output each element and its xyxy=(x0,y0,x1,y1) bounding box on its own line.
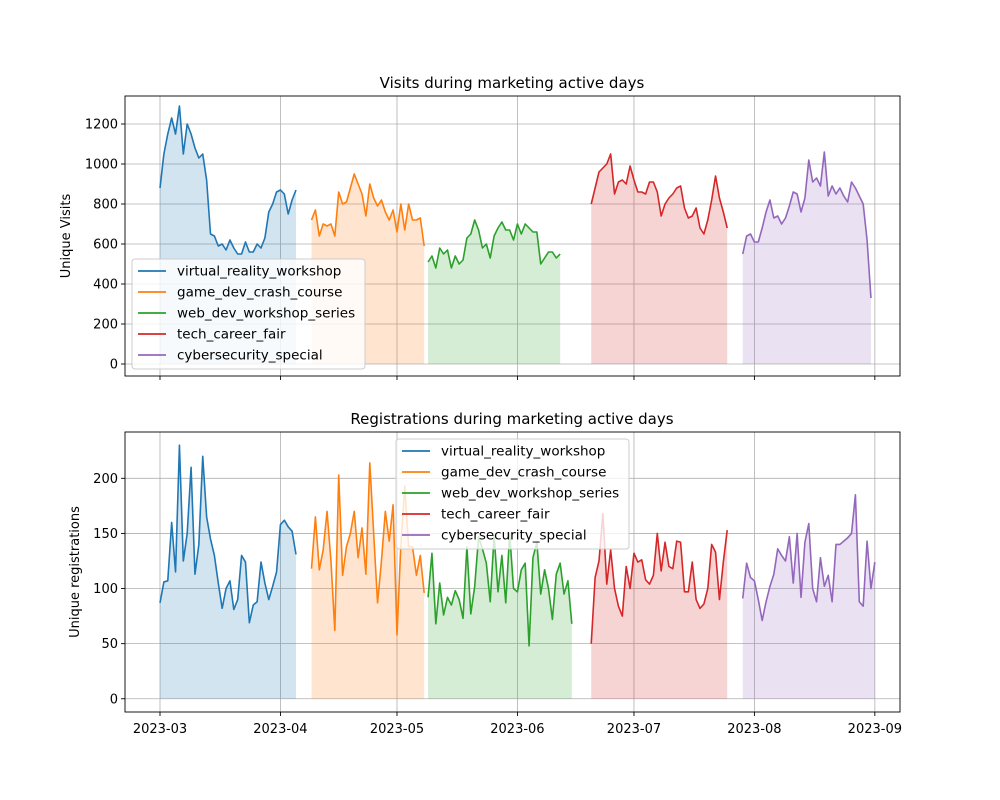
registrations-chart: Registrations during marketing active da… xyxy=(68,410,902,737)
y-tick-label: 400 xyxy=(93,278,118,293)
series-area-web_dev_workshop_series xyxy=(428,533,572,699)
series-line-web_dev_workshop_series xyxy=(427,532,573,647)
legend-label-virtual_reality_workshop: virtual_reality_workshop xyxy=(177,264,341,280)
series-area-tech_career_fair xyxy=(591,513,728,699)
y-tick-label: 100 xyxy=(93,582,118,597)
visits-x-axis xyxy=(159,376,876,380)
legend-label-tech_career_fair: tech_career_fair xyxy=(177,327,286,343)
series-area-virtual_reality_workshop xyxy=(160,445,296,699)
series-line-game_dev_crash_course xyxy=(310,173,425,247)
registrations-y-axis-label: Unique registrations xyxy=(68,506,83,638)
y-tick-label: 200 xyxy=(93,318,118,333)
y-tick-label: 200 xyxy=(93,472,118,487)
y-tick-label: 150 xyxy=(93,527,118,542)
series-area-game_dev_crash_course xyxy=(311,462,425,699)
x-tick-label: 2023-06 xyxy=(490,722,544,737)
x-tick-label: 2023-03 xyxy=(133,722,187,737)
legend-box xyxy=(131,258,366,370)
registrations-y-axis: 0 50 100 150 200 xyxy=(93,472,125,707)
x-tick-label: 2023-04 xyxy=(253,722,307,737)
legend-label-web_dev_workshop_series: web_dev_workshop_series xyxy=(441,486,619,502)
registrations-axes-frame xyxy=(124,431,901,713)
y-tick-label: 0 xyxy=(110,358,118,373)
visits-chart: Visits during marketing active days Uniq… xyxy=(59,74,901,380)
series-area-cybersecurity_special xyxy=(742,152,871,364)
legend-label-tech_career_fair: tech_career_fair xyxy=(441,507,550,523)
series-line-virtual_reality_workshop xyxy=(159,444,297,624)
series-line-web_dev_workshop_series xyxy=(427,219,561,269)
legend-label-game_dev_crash_course: game_dev_crash_course xyxy=(177,285,342,301)
series-line-virtual_reality_workshop xyxy=(159,105,297,255)
registrations-legend: virtual_reality_workshop game_dev_crash_c… xyxy=(395,438,630,550)
series-area-tech_career_fair xyxy=(591,154,728,364)
visits-y-axis: 0 200 400 600 800 1000 1200 xyxy=(85,118,125,373)
series-line-cybersecurity_special xyxy=(741,494,876,622)
series-area-web_dev_workshop_series xyxy=(428,220,561,364)
legend-label-cybersecurity_special: cybersecurity_special xyxy=(441,528,587,544)
x-tick-label: 2023-09 xyxy=(848,722,902,737)
visits-legend: virtual_reality_workshop game_dev_crash_c… xyxy=(131,258,366,370)
series-line-tech_career_fair xyxy=(590,512,729,644)
series-line-cybersecurity_special xyxy=(741,151,872,299)
x-tick-label: 2023-05 xyxy=(370,722,424,737)
y-tick-label: 0 xyxy=(110,692,118,707)
legend-label-game_dev_crash_course: game_dev_crash_course xyxy=(441,465,606,481)
legend-label-virtual_reality_workshop: virtual_reality_workshop xyxy=(441,444,605,460)
y-tick-label: 1200 xyxy=(85,118,118,133)
x-tick-label: 2023-08 xyxy=(727,722,781,737)
registrations-plot-area xyxy=(159,444,876,699)
legend-label-web_dev_workshop_series: web_dev_workshop_series xyxy=(177,306,355,322)
y-tick-label: 600 xyxy=(93,238,118,253)
registrations-x-axis: 2023-03 2023-04 2023-05 2023-06 2023-07 2023-… xyxy=(133,712,902,737)
x-tick-label: 2023-07 xyxy=(607,722,661,737)
series-line-tech_career_fair xyxy=(590,153,728,235)
visits-chart-title: Visits during marketing active days xyxy=(380,74,645,92)
legend-label-cybersecurity_special: cybersecurity_special xyxy=(177,348,323,364)
visits-y-axis-label: Unique Visits xyxy=(59,194,74,279)
y-tick-label: 800 xyxy=(93,198,118,213)
registrations-chart-title: Registrations during marketing active da… xyxy=(350,410,673,428)
y-tick-label: 50 xyxy=(101,637,118,652)
legend-box xyxy=(395,438,630,550)
y-tick-label: 1000 xyxy=(85,158,118,173)
series-area-cybersecurity_special xyxy=(742,494,875,699)
visits-axes-frame xyxy=(124,95,901,377)
